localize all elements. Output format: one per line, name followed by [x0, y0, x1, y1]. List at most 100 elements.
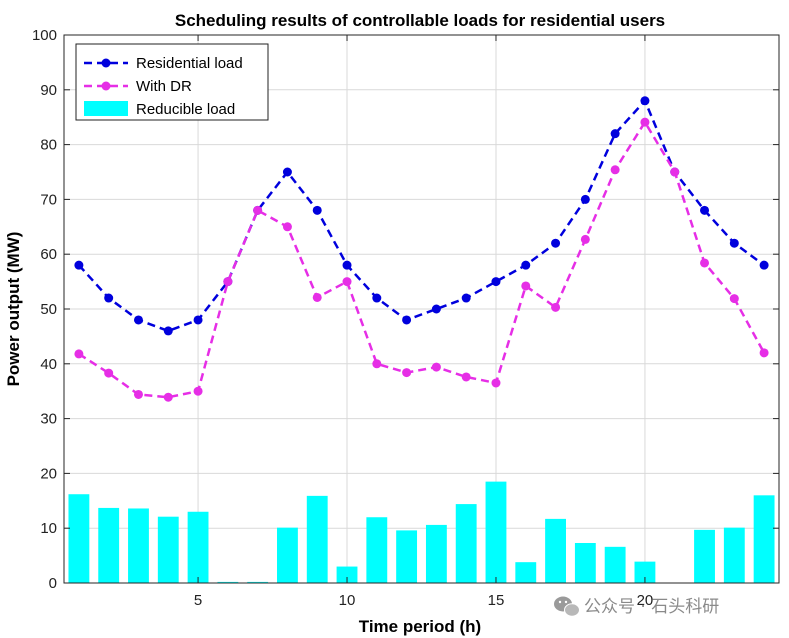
point-with-dr-10	[342, 277, 352, 287]
x-tick-label: 5	[194, 592, 202, 609]
bar-series	[68, 481, 775, 583]
point-with-dr-23	[729, 294, 739, 304]
point-with-dr-8	[282, 222, 292, 232]
point-residential-23	[729, 238, 739, 248]
y-axis-label: Power output (MW)	[4, 232, 23, 387]
bar-reducible-19	[604, 546, 626, 583]
point-with-dr-2	[104, 368, 114, 378]
point-with-dr-16	[521, 281, 531, 291]
legend-marker-residential	[101, 58, 111, 68]
bar-reducible-8	[277, 527, 298, 583]
point-residential-12	[402, 315, 412, 325]
bar-reducible-24	[753, 495, 775, 583]
bar-reducible-22	[694, 529, 715, 583]
point-with-dr-3	[133, 389, 143, 399]
bar-reducible-20	[634, 561, 656, 583]
bar-reducible-11	[366, 517, 388, 583]
point-with-dr-19	[610, 165, 620, 175]
y-tick-label: 0	[49, 575, 57, 592]
legend: Residential load With DR Reducible load	[75, 43, 269, 121]
y-tick-label: 90	[40, 82, 57, 99]
y-tick-label: 100	[32, 27, 57, 44]
point-residential-15	[491, 277, 501, 287]
bar-reducible-13	[425, 524, 447, 583]
y-tick-label: 70	[40, 191, 57, 208]
watermark: 公众号 · 石头科研	[554, 596, 719, 617]
y-tick-label: 50	[40, 301, 57, 318]
series-line-residential	[77, 98, 765, 333]
bar-reducible-14	[455, 504, 477, 583]
point-residential-17	[551, 238, 561, 248]
point-residential-16	[521, 260, 531, 270]
point-residential-19	[610, 129, 620, 139]
point-residential-10	[342, 260, 352, 270]
x-tick-labels: 5 10 15 20	[194, 592, 653, 609]
bar-reducible-10	[336, 566, 358, 583]
line-series	[74, 96, 769, 402]
point-with-dr-21	[670, 167, 680, 177]
bar-reducible-6	[217, 581, 239, 583]
point-residential-4	[163, 326, 173, 336]
bar-reducible-7	[247, 581, 269, 583]
point-residential-20	[640, 96, 650, 106]
y-tick-label: 20	[40, 465, 57, 482]
point-residential-14	[461, 293, 471, 303]
x-axis-label: Time period (h)	[359, 617, 481, 636]
point-residential-24	[759, 260, 769, 270]
bar-reducible-2	[98, 507, 120, 583]
point-residential-1	[74, 260, 84, 270]
point-residential-13	[431, 304, 441, 314]
bar-reducible-5	[187, 511, 209, 583]
y-tick-label: 10	[40, 520, 57, 537]
point-residential-5	[193, 315, 203, 325]
point-with-dr-11	[372, 359, 382, 369]
point-with-dr-24	[759, 348, 769, 358]
point-residential-22	[700, 205, 710, 215]
point-with-dr-6	[223, 277, 233, 287]
point-residential-2	[104, 293, 114, 303]
y-tick-label: 40	[40, 356, 57, 373]
point-with-dr-9	[312, 292, 322, 302]
point-residential-8	[282, 167, 292, 177]
point-residential-18	[580, 194, 590, 204]
legend-marker-with-dr	[101, 81, 111, 91]
point-with-dr-18	[580, 234, 590, 244]
point-with-dr-20	[640, 117, 650, 127]
bar-reducible-18	[574, 542, 596, 583]
y-tick-label: 60	[40, 246, 57, 263]
bar-reducible-15	[485, 481, 507, 583]
point-with-dr-17	[551, 302, 561, 312]
bar-reducible-17	[545, 518, 566, 583]
chart-title: Scheduling results of controllable loads…	[175, 11, 665, 30]
bar-reducible-9	[306, 495, 328, 583]
legend-swatch-reducible	[84, 101, 128, 116]
axes-frame	[63, 34, 780, 584]
bar-reducible-23	[723, 527, 745, 583]
point-with-dr-4	[163, 392, 173, 402]
legend-label-reducible: Reducible load	[136, 101, 235, 118]
y-tick-labels: 0 10 20 30 40 50 60 70 80 90 100	[32, 27, 57, 592]
point-with-dr-7	[253, 205, 263, 215]
y-tick-label: 30	[40, 411, 57, 428]
y-tick-label: 80	[40, 137, 57, 154]
point-with-dr-15	[491, 378, 501, 388]
bar-reducible-4	[157, 516, 179, 583]
legend-label-with-dr: With DR	[136, 78, 192, 95]
legend-label-residential: Residential load	[136, 55, 243, 72]
x-tick-label: 20	[637, 592, 654, 609]
bar-reducible-3	[128, 508, 149, 583]
point-with-dr-12	[402, 368, 412, 378]
bar-reducible-1	[68, 494, 90, 583]
x-tick-label: 15	[488, 592, 505, 609]
bar-reducible-16	[515, 562, 537, 583]
point-with-dr-22	[700, 258, 710, 268]
point-residential-9	[312, 205, 322, 215]
series-line-with-dr	[78, 119, 766, 399]
x-tick-label: 10	[339, 592, 356, 609]
point-with-dr-14	[461, 372, 471, 382]
bar-reducible-12	[396, 530, 418, 583]
point-residential-11	[372, 293, 382, 303]
watermark-text: 公众号 · 石头科研	[584, 597, 719, 617]
wechat-icon	[554, 596, 580, 617]
